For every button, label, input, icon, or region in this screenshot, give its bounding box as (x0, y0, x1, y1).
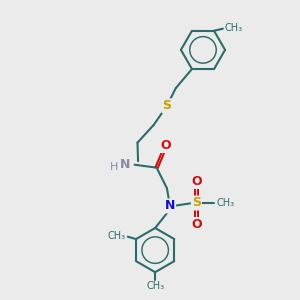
Text: CH₃: CH₃ (217, 198, 235, 208)
Text: O: O (160, 139, 171, 152)
Text: CH₃: CH₃ (146, 281, 164, 291)
Text: H: H (110, 162, 118, 172)
Text: CH₃: CH₃ (224, 23, 242, 33)
Text: O: O (191, 218, 202, 231)
Text: N: N (165, 200, 175, 212)
Text: CH₃: CH₃ (108, 231, 126, 241)
Text: O: O (191, 175, 202, 188)
Text: S: S (162, 99, 171, 112)
Text: S: S (192, 196, 201, 209)
Text: N: N (120, 158, 130, 171)
